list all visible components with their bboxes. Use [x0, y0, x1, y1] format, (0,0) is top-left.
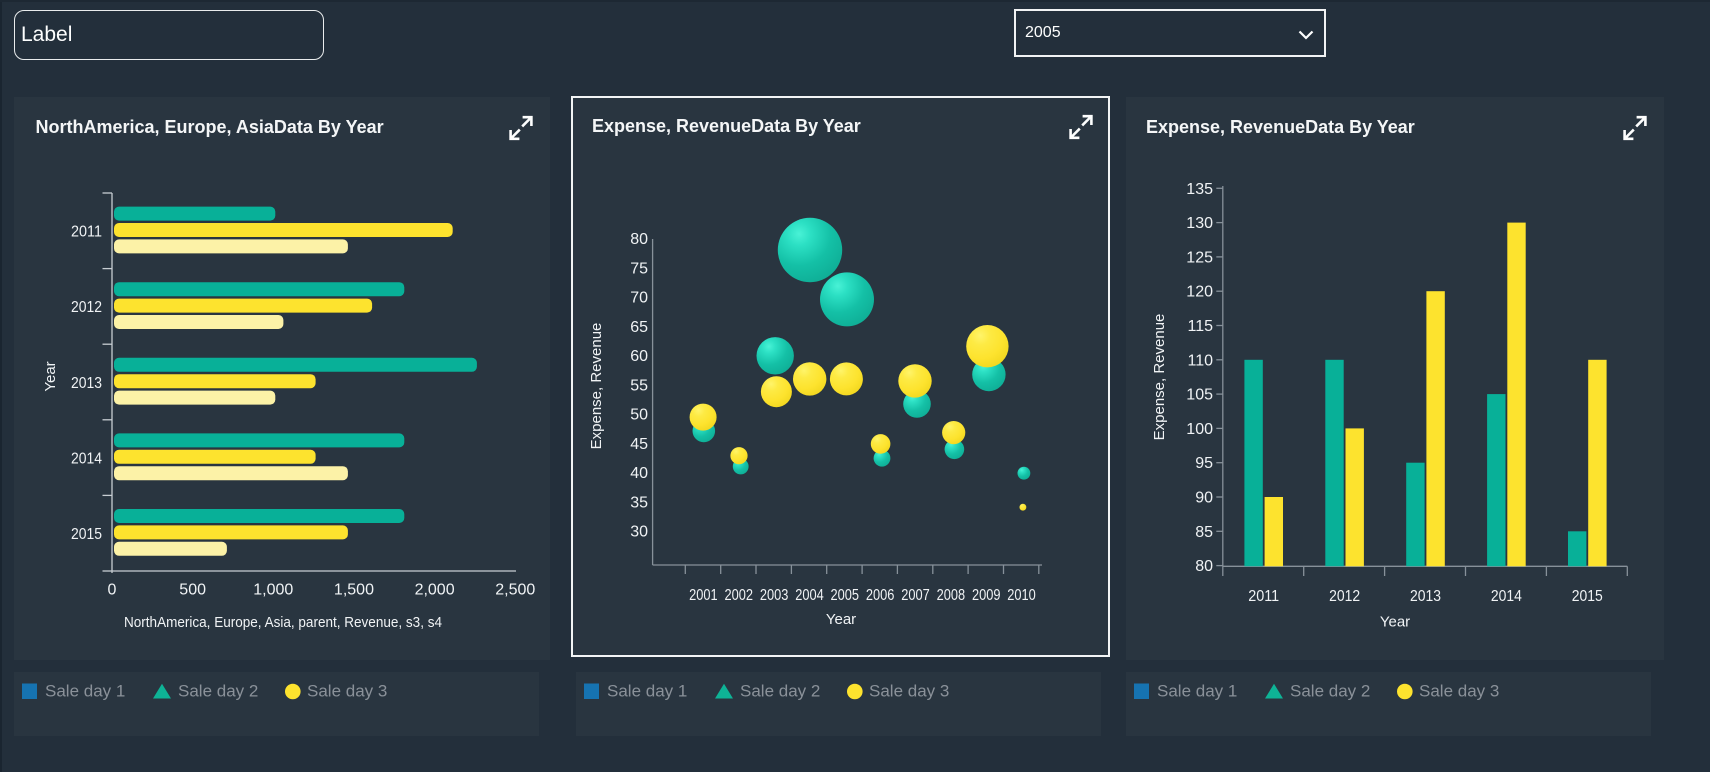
svg-text:125: 125 [1186, 249, 1213, 266]
svg-text:Year: Year [1380, 614, 1410, 631]
svg-text:2008: 2008 [936, 586, 965, 603]
svg-text:45: 45 [630, 435, 648, 452]
svg-text:NorthAmerica, Europe, Asia, pa: NorthAmerica, Europe, Asia, parent, Reve… [124, 614, 442, 631]
svg-text:NorthAmerica, Europe, AsiaData: NorthAmerica, Europe, AsiaData By Year [36, 117, 384, 137]
svg-text:95: 95 [1195, 455, 1213, 472]
svg-text:2014: 2014 [1491, 588, 1522, 605]
svg-text:35: 35 [630, 494, 648, 511]
svg-text:Sale day 2: Sale day 2 [178, 682, 258, 701]
svg-text:60: 60 [630, 348, 648, 365]
svg-text:80: 80 [630, 231, 648, 248]
svg-text:Sale day 1: Sale day 1 [45, 682, 125, 701]
svg-text:2,000: 2,000 [415, 582, 455, 599]
svg-text:2014: 2014 [71, 450, 102, 467]
svg-text:30: 30 [630, 523, 648, 540]
svg-text:Sale day 1: Sale day 1 [1157, 682, 1237, 701]
svg-text:Year: Year [42, 361, 59, 391]
svg-text:135: 135 [1186, 181, 1213, 198]
svg-text:2011: 2011 [71, 224, 102, 241]
svg-text:2010: 2010 [1007, 586, 1036, 603]
svg-text:2006: 2006 [865, 586, 894, 603]
svg-text:Sale day 2: Sale day 2 [740, 682, 820, 701]
svg-text:1,000: 1,000 [253, 582, 293, 599]
svg-text:0: 0 [108, 582, 117, 599]
svg-text:2005: 2005 [830, 586, 859, 603]
svg-text:2002: 2002 [724, 586, 753, 603]
svg-text:130: 130 [1186, 215, 1213, 232]
svg-text:40: 40 [630, 465, 648, 482]
svg-text:100: 100 [1186, 421, 1213, 438]
svg-text:2013: 2013 [71, 375, 102, 392]
svg-text:90: 90 [1195, 490, 1213, 507]
svg-text:Sale day 3: Sale day 3 [307, 682, 387, 701]
svg-text:2013: 2013 [1410, 588, 1441, 605]
svg-text:50: 50 [630, 406, 648, 423]
svg-text:85: 85 [1195, 524, 1213, 541]
svg-text:2015: 2015 [71, 526, 102, 543]
svg-text:2012: 2012 [1329, 588, 1360, 605]
svg-text:2001: 2001 [689, 586, 718, 603]
svg-text:110: 110 [1187, 352, 1213, 369]
svg-text:2012: 2012 [71, 299, 102, 316]
svg-text:2007: 2007 [901, 586, 930, 603]
svg-text:Sale day 2: Sale day 2 [1290, 682, 1370, 701]
svg-text:Sale day 1: Sale day 1 [607, 682, 687, 701]
svg-text:2009: 2009 [971, 586, 1000, 603]
svg-text:Year: Year [825, 611, 855, 628]
svg-text:Expense, Revenue: Expense, Revenue [1151, 314, 1168, 441]
svg-text:80: 80 [1195, 558, 1213, 575]
svg-text:1,500: 1,500 [334, 582, 374, 599]
svg-text:105: 105 [1186, 387, 1213, 404]
svg-text:2004: 2004 [795, 586, 824, 603]
svg-text:Expense, RevenueData By Year: Expense, RevenueData By Year [1146, 117, 1415, 137]
svg-text:115: 115 [1187, 318, 1213, 335]
svg-text:500: 500 [179, 582, 206, 599]
svg-text:120: 120 [1186, 284, 1213, 301]
svg-text:2015: 2015 [1572, 588, 1603, 605]
svg-text:55: 55 [630, 377, 648, 394]
svg-text:75: 75 [630, 260, 648, 277]
svg-text:Sale day 3: Sale day 3 [1419, 682, 1499, 701]
svg-text:2,500: 2,500 [495, 582, 535, 599]
svg-text:Sale day 3: Sale day 3 [869, 682, 949, 701]
svg-text:Expense, RevenueData By Year: Expense, RevenueData By Year [592, 116, 861, 136]
svg-text:65: 65 [630, 318, 648, 335]
svg-text:70: 70 [630, 289, 648, 306]
svg-text:2011: 2011 [1248, 588, 1279, 605]
svg-text:Expense, Revenue: Expense, Revenue [588, 322, 605, 449]
svg-text:2003: 2003 [759, 586, 788, 603]
